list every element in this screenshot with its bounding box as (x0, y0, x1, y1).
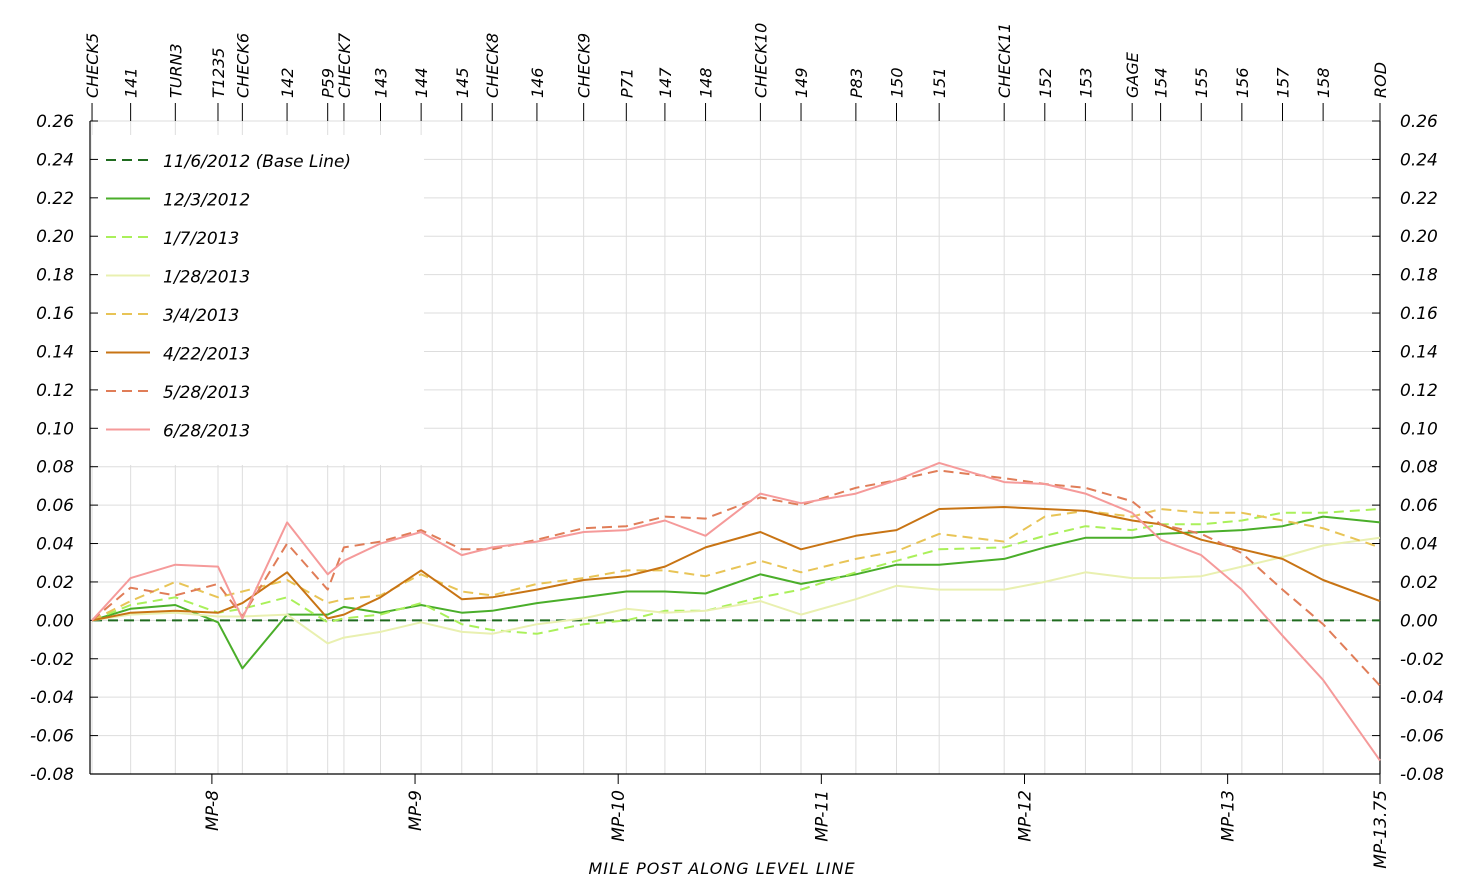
mp-tick-label: MP-13 (1219, 790, 1239, 842)
benchmark-label: 141 (122, 67, 141, 98)
benchmark-label: CHECK6 (233, 33, 252, 98)
benchmark-label: 151 (930, 67, 949, 98)
y-tick-label-right: 0.14 (1400, 342, 1438, 362)
y-tick-label-left: -0.02 (30, 650, 74, 670)
y-tick-label-right: 0.04 (1400, 535, 1438, 555)
benchmark-label: CHECK9 (575, 33, 594, 98)
benchmark-label: 152 (1036, 67, 1055, 98)
benchmark-label: 148 (697, 67, 716, 98)
legend: 11/6/2012 (Base Line) 12/3/2012 1/7/2013 1/… (106, 152, 351, 442)
y-tick-label-right: 0.08 (1400, 458, 1438, 478)
y-tick-label-right: 0.00 (1400, 611, 1438, 631)
series-line-5 (91, 506, 1381, 622)
mp-tick-label: MP-10 (609, 790, 629, 842)
y-tick-label-right: 0.10 (1400, 419, 1438, 439)
y-tick-label-left: 0.10 (36, 419, 74, 439)
y-tick-label-left: 0.22 (36, 189, 74, 209)
benchmark-label: 142 (278, 67, 297, 98)
legend-label-4: 3/4/2013 (163, 306, 239, 326)
legend-label-3: 1/28/2013 (163, 268, 250, 288)
y-tick-label-left: 0.12 (36, 381, 74, 401)
y-tick-label-left: 0.00 (36, 611, 74, 631)
y-tick-label-right: 0.02 (1400, 573, 1438, 593)
benchmark-label: 155 (1192, 67, 1211, 98)
benchmark-label: GAGE (1123, 51, 1142, 98)
series-lines (91, 461, 1381, 762)
y-tick-label-left: 0.18 (36, 266, 74, 286)
benchmark-label: 143 (372, 67, 391, 98)
mp-tick-label: MP-13.75 (1371, 790, 1391, 869)
series-line-3 (91, 536, 1381, 645)
benchmark-label: P71 (617, 68, 636, 98)
legend-label-0: 11/6/2012 (Base Line) (163, 152, 351, 172)
benchmark-label: 158 (1314, 67, 1333, 98)
mp-tick-label: MP-8 (203, 790, 223, 831)
legend-label-7: 6/28/2013 (163, 422, 250, 442)
y-tick-label-left: 0.26 (36, 112, 74, 132)
y-tick-label-left: 0.04 (36, 535, 74, 555)
benchmark-label: 147 (656, 67, 675, 98)
legend-background (92, 135, 424, 465)
legend-label-6: 5/28/2013 (163, 383, 250, 403)
y-tick-label-right: 0.18 (1400, 266, 1438, 286)
y-tick-label-left: 0.08 (36, 458, 74, 478)
legend-label-1: 12/3/2012 (163, 191, 250, 211)
y-tick-label-left: -0.06 (30, 727, 74, 747)
legend-label-5: 4/22/2013 (163, 345, 250, 365)
y-tick-label-left: -0.08 (30, 765, 74, 785)
y-tick-label-right: -0.02 (1400, 650, 1444, 670)
benchmark-label: 144 (412, 67, 431, 98)
y-tick-label-right: 0.22 (1400, 189, 1438, 209)
y-tick-label-left: 0.14 (36, 342, 74, 362)
y-tick-label-right: -0.06 (1400, 727, 1444, 747)
x-axis-label: MILE POST ALONG LEVEL LINE (588, 859, 855, 878)
benchmark-label: 146 (528, 67, 547, 98)
series-line-6 (91, 469, 1381, 687)
y-tick-label-left: 0.20 (36, 227, 74, 247)
benchmark-label: P59 (319, 68, 338, 98)
y-tick-label-right: 0.06 (1400, 496, 1438, 516)
series-line-4 (91, 508, 1381, 622)
benchmark-label: 149 (792, 67, 811, 98)
series-line-2 (91, 508, 1381, 635)
y-tick-label-left: 0.24 (36, 150, 74, 170)
benchmark-label: 145 (453, 67, 472, 98)
benchmark-label: P83 (847, 68, 866, 98)
y-tick-label-right: 0.24 (1400, 150, 1438, 170)
benchmark-label: 153 (1076, 67, 1095, 98)
benchmark-label: T1235 (209, 48, 228, 99)
benchmark-label: CHECK8 (483, 33, 502, 98)
benchmark-label: 154 (1152, 67, 1171, 98)
y-tick-label-left: -0.04 (30, 688, 74, 708)
benchmark-label: ROD (1371, 62, 1390, 98)
mp-tick-label: MP-9 (406, 790, 426, 831)
mp-tick-label: MP-11 (812, 790, 832, 842)
benchmark-label: 157 (1273, 67, 1292, 98)
benchmark-label: CHECK11 (995, 23, 1014, 98)
benchmark-label: CHECK7 (335, 32, 354, 98)
y-tick-label-left: 0.02 (36, 573, 74, 593)
y-tick-label-right: 0.26 (1400, 112, 1438, 132)
y-tick-label-right: -0.08 (1400, 765, 1444, 785)
benchmark-label: CHECK5 (83, 33, 102, 98)
y-tick-label-right: 0.20 (1400, 227, 1438, 247)
legend-label-2: 1/7/2013 (163, 229, 239, 249)
y-tick-label-right: -0.04 (1400, 688, 1444, 708)
axes: 0.26 0.26 0.24 0.24 0.22 0.22 0.20 0.20 0.18 0.18… (30, 23, 1444, 869)
y-tick-label-right: 0.12 (1400, 381, 1438, 401)
benchmark-label: CHECK10 (751, 23, 770, 98)
y-tick-label-left: 0.16 (36, 304, 74, 324)
mp-tick-label: MP-12 (1015, 790, 1035, 842)
benchmark-label: 150 (888, 67, 907, 98)
y-tick-label-left: 0.06 (36, 496, 74, 516)
benchmark-label: TURN3 (166, 43, 185, 98)
y-tick-label-right: 0.16 (1400, 304, 1438, 324)
benchmark-label: 156 (1233, 67, 1252, 98)
series-line-7 (91, 461, 1381, 762)
